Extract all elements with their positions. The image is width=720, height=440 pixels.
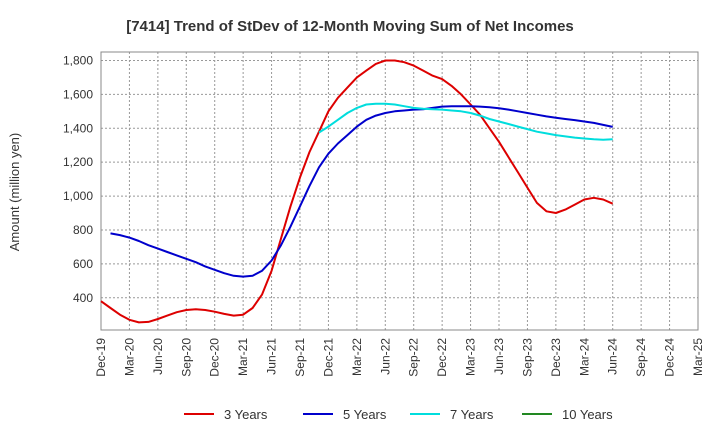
- y-tick-label: 600: [73, 257, 93, 271]
- x-tick-label: Dec-19: [94, 338, 108, 377]
- x-tick-label: Jun-21: [265, 338, 279, 375]
- grid: [100, 52, 699, 330]
- y-tick-label: 400: [73, 291, 93, 305]
- y-axis-label: Amount (million yen): [7, 133, 22, 252]
- series-lines: [100, 59, 614, 324]
- legend: 3 Years 5 Years 7 Years 10 Years: [184, 407, 613, 422]
- x-tick-label: Dec-24: [663, 338, 677, 377]
- series-line-5-years: [110, 105, 613, 278]
- y-tick-label: 1,400: [63, 121, 93, 135]
- x-tick-label: Jun-20: [151, 338, 165, 375]
- x-tick-label: Mar-24: [577, 338, 591, 376]
- x-tick-label: Mar-22: [350, 338, 364, 376]
- x-tick-label: Mar-21: [236, 338, 250, 376]
- x-tick-label: Sep-23: [520, 338, 534, 377]
- x-tick-label: Dec-22: [435, 338, 449, 377]
- y-tick-label: 800: [73, 223, 93, 237]
- x-tick-label: Jun-22: [378, 338, 392, 375]
- x-tick-label: Dec-21: [321, 338, 335, 377]
- legend-5-years-label: 5 Years: [343, 407, 387, 422]
- plot-frame: [100, 51, 699, 331]
- x-tick-label: Sep-22: [407, 338, 421, 377]
- legend-3-years-label: 3 Years: [224, 407, 268, 422]
- x-axis-ticks: Dec-19 Mar-20 Jun-20 Sep-20 Dec-20 Mar-21 Jun-…: [94, 338, 705, 377]
- series-line-7-years: [318, 102, 613, 141]
- x-tick-label: Jun-24: [606, 338, 620, 375]
- y-tick-label: 1,600: [63, 87, 93, 101]
- y-axis-ticks: 400 600 800 1,000 1,200 1,400 1,600 1,800: [63, 53, 93, 304]
- legend-7-years-label: 7 Years: [450, 407, 494, 422]
- x-tick-label: Dec-20: [208, 338, 222, 377]
- x-tick-label: Dec-23: [549, 338, 563, 377]
- chart-title: [7414] Trend of StDev of 12-Month Moving…: [126, 18, 574, 35]
- x-tick-label: Sep-24: [634, 338, 648, 377]
- y-tick-label: 1,800: [63, 53, 93, 67]
- x-tick-label: Mar-25: [691, 338, 705, 376]
- x-tick-label: Sep-20: [179, 338, 193, 377]
- x-tick-label: Mar-23: [464, 338, 478, 376]
- x-tick-label: Sep-21: [293, 338, 307, 377]
- y-tick-label: 1,200: [63, 155, 93, 169]
- y-tick-label: 1,000: [63, 189, 93, 203]
- x-tick-label: Jun-23: [492, 338, 506, 375]
- x-tick-label: Mar-20: [122, 338, 136, 376]
- series-line-3-years: [100, 59, 614, 324]
- legend-10-years-label: 10 Years: [562, 407, 613, 422]
